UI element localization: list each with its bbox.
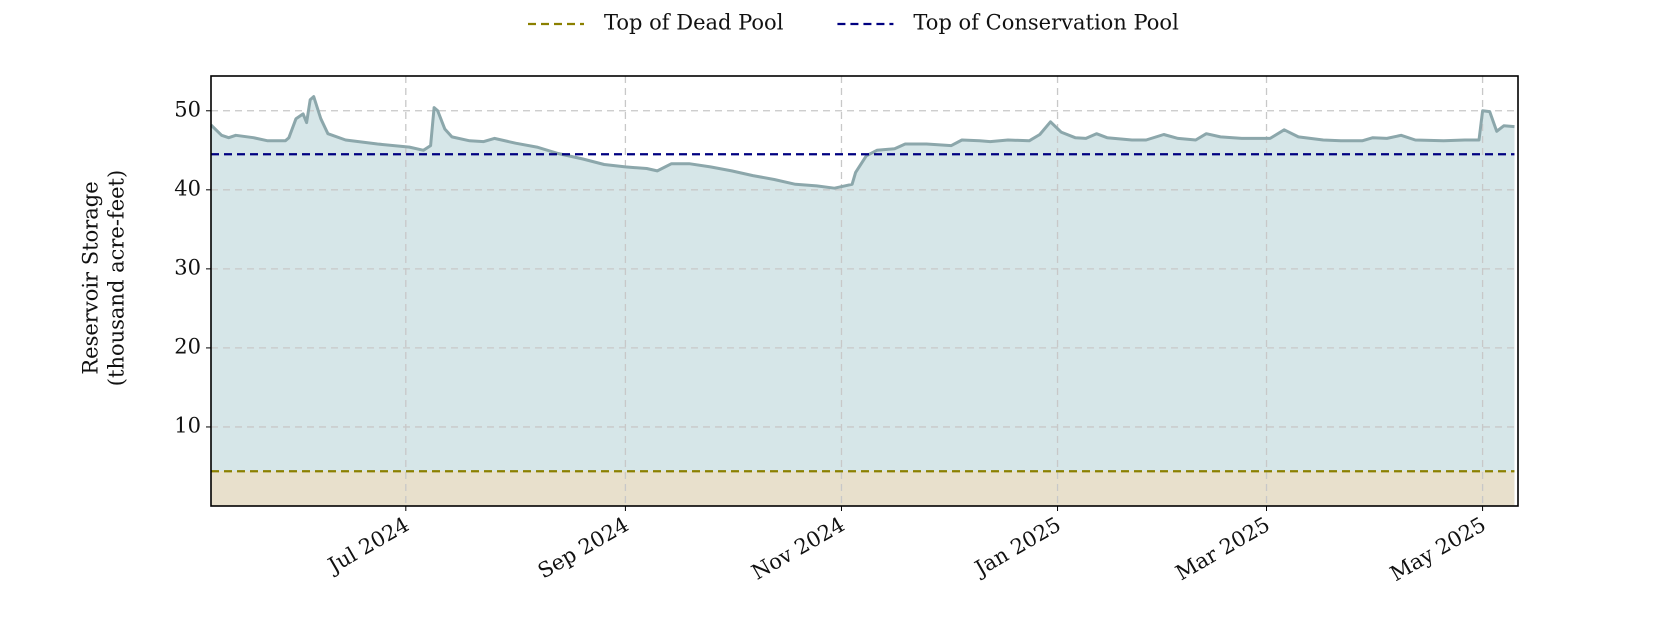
y-tick-label: 30 [174, 255, 201, 279]
x-tick-label: May 2025 [1386, 512, 1490, 586]
y-tick-label: 10 [174, 413, 201, 437]
legend-label: Top of Dead Pool [604, 11, 784, 35]
y-axis-label: (thousand acre-feet) [105, 170, 129, 386]
x-tick-label: Jul 2024 [322, 512, 413, 578]
line [209, 95, 1515, 190]
area [211, 96, 1515, 506]
plot-frame [210, 75, 1519, 507]
y-tick-label: 20 [174, 334, 201, 358]
legend-label: Top of Conservation Pool [913, 11, 1179, 35]
x-tick-label: Jan 2025 [969, 512, 1065, 581]
pool-band [211, 471, 1515, 506]
y-tick-label: 50 [174, 97, 201, 121]
x-tick-label: Nov 2024 [748, 512, 849, 584]
y-axis-label: Reservoir Storage [79, 181, 103, 374]
x-tick-label: Mar 2025 [1172, 512, 1274, 585]
y-tick-label: 40 [174, 176, 201, 200]
x-tick-label: Sep 2024 [534, 512, 633, 583]
